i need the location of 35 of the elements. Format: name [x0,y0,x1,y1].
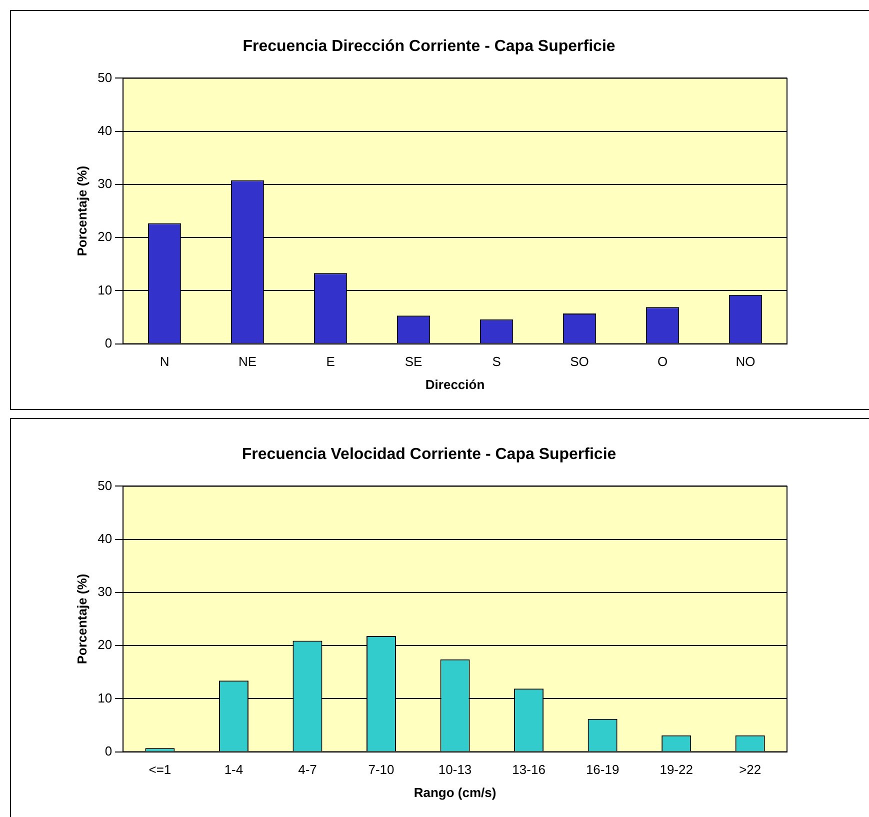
y-tick-label: 0 [104,743,112,758]
x-tick-label: S [492,354,502,370]
chart-title: Frecuencia Dirección Corriente - Capa Superficie [242,38,616,56]
y-tick-label: 40 [98,530,112,546]
x-tick-label: 7-10 [368,762,394,778]
y-tick-label: 30 [98,584,112,600]
x-tick-label: <=1 [148,762,172,778]
y-tick-label: 10 [98,690,112,706]
y-tick-label: 0 [104,335,112,350]
y-tick-label: 50 [98,70,112,85]
x-tick-label: NE [238,354,257,370]
x-tick-label: SO [570,354,589,370]
x-tick-label: 16-19 [586,762,620,778]
x-tick-label: >22 [739,762,762,778]
y-tick-label: 20 [98,229,112,244]
x-axis-title: Dirección [425,376,485,392]
x-tick-label: 1-4 [224,762,244,778]
x-tick-label: E [326,354,336,370]
x-tick-label: NO [736,354,756,370]
x-tick-label: 10-13 [438,762,472,778]
x-tick-label: 4-7 [298,762,317,778]
y-tick-label: 40 [98,122,112,138]
y-axis-title: Porcentaje (%) [74,166,90,256]
y-tick-label: 20 [98,637,112,652]
y-tick-label: 50 [98,478,112,493]
y-tick-label: 10 [98,282,112,298]
x-tick-label: N [160,354,170,370]
x-tick-label: O [657,354,668,370]
y-axis-title: Porcentaje (%) [74,574,90,664]
x-tick-label: SE [404,354,423,370]
x-axis-title: Rango (cm/s) [414,784,496,800]
x-tick-label: 19-22 [660,762,693,778]
y-tick-label: 30 [98,176,112,192]
x-tick-label: 13-16 [512,762,546,778]
chart-title: Frecuencia Velocidad Corriente - Capa Superficie [242,446,616,464]
